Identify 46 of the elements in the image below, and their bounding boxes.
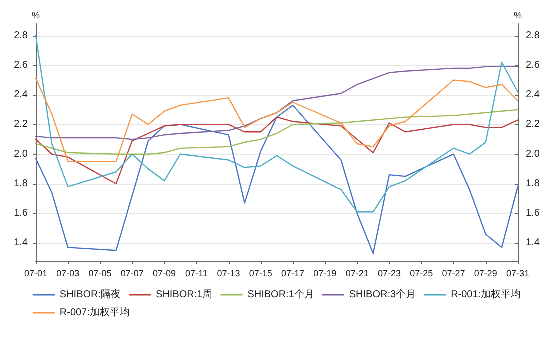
y-tick-label: 1.4 <box>14 238 28 249</box>
line-series <box>35 109 519 155</box>
x-tick-label: 07-09 <box>153 268 176 278</box>
legend-label: R-001:加权平均 <box>451 288 522 300</box>
x-tick-label: 07-05 <box>88 268 112 278</box>
legend-label: SHIBOR:3个月 <box>349 288 416 300</box>
y-tick-label: 1.8 <box>14 178 28 190</box>
y2-tick-label: 2.6 <box>526 60 540 71</box>
x-tick-label: 07-19 <box>314 268 337 278</box>
x-tick-label: 07-25 <box>410 268 434 278</box>
y-tick-label: 2.0 <box>14 148 28 160</box>
y-tick-label: 2.2 <box>14 119 28 130</box>
y2-tick-label: 2.2 <box>526 119 540 130</box>
legend-label: SHIBOR:1周 <box>156 290 213 300</box>
x-tick-label: 07-11 <box>185 268 208 278</box>
x-tick-label: 07-13 <box>217 268 240 278</box>
y-tick-label: 1.6 <box>14 208 28 220</box>
y-tick-label: 2.4 <box>14 90 28 101</box>
x-tick-label: 07-03 <box>56 268 80 278</box>
x-tick-label: 07-07 <box>120 268 144 278</box>
legend-label: SHIBOR:隔夜 <box>60 288 122 300</box>
y-axis-title: % <box>32 10 40 20</box>
x-tick-label: 07-01 <box>24 268 48 278</box>
x-tick-label: 07-27 <box>442 268 466 278</box>
y-tick-label: 2.6 <box>14 60 28 71</box>
x-tick-label: 07-21 <box>346 268 369 278</box>
x-tick-label: 07-17 <box>282 268 305 278</box>
y2-axis-title: % <box>514 10 522 20</box>
line-series <box>35 35 519 213</box>
x-tick-label: 07-31 <box>506 268 530 278</box>
y2-tick-label: 2.4 <box>526 90 540 101</box>
line-series <box>35 66 519 140</box>
x-tick-label: 07-15 <box>249 268 272 278</box>
line-series <box>35 116 519 185</box>
x-tick-label: 07-29 <box>474 268 498 278</box>
y2-tick-label: 1.8 <box>526 178 540 190</box>
legend-label: SHIBOR:1个月 <box>248 288 314 300</box>
y2-tick-label: 2.0 <box>526 148 540 160</box>
line-series <box>35 104 519 254</box>
y2-tick-label: 2.8 <box>526 30 540 42</box>
line-series <box>35 78 519 162</box>
x-tick-label: 07-23 <box>378 268 401 278</box>
legend-label: R-007:加权平均 <box>60 306 130 318</box>
y-tick-label: 2.8 <box>14 30 28 42</box>
y2-tick-label: 1.4 <box>526 238 540 249</box>
y2-tick-label: 1.6 <box>526 208 540 220</box>
